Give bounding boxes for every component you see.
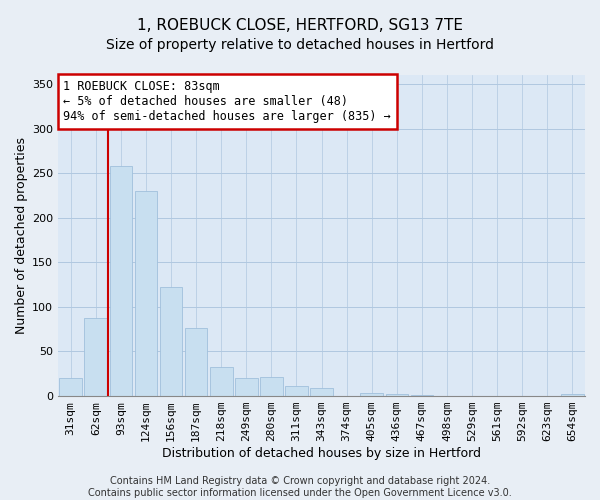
Bar (285, 386, 308, 396)
Bar (361, 392, 383, 396)
Bar (561, 394, 584, 396)
Bar (310, 388, 333, 396)
Bar (110, 166, 132, 396)
Text: 1, ROEBUCK CLOSE, HERTFORD, SG13 7TE: 1, ROEBUCK CLOSE, HERTFORD, SG13 7TE (137, 18, 463, 32)
Bar (235, 378, 257, 396)
Text: Contains HM Land Registry data © Crown copyright and database right 2024.
Contai: Contains HM Land Registry data © Crown c… (88, 476, 512, 498)
Bar (59, 378, 82, 396)
Bar (134, 191, 157, 396)
Bar (260, 378, 283, 396)
Bar (386, 394, 408, 396)
Bar (85, 318, 107, 396)
Text: Size of property relative to detached houses in Hertford: Size of property relative to detached ho… (106, 38, 494, 52)
Bar (160, 288, 182, 396)
Bar (410, 395, 433, 396)
Bar (185, 328, 208, 396)
Y-axis label: Number of detached properties: Number of detached properties (15, 137, 28, 334)
Bar (210, 366, 233, 396)
Text: 1 ROEBUCK CLOSE: 83sqm
← 5% of detached houses are smaller (48)
94% of semi-deta: 1 ROEBUCK CLOSE: 83sqm ← 5% of detached … (64, 80, 391, 123)
X-axis label: Distribution of detached houses by size in Hertford: Distribution of detached houses by size … (162, 447, 481, 460)
